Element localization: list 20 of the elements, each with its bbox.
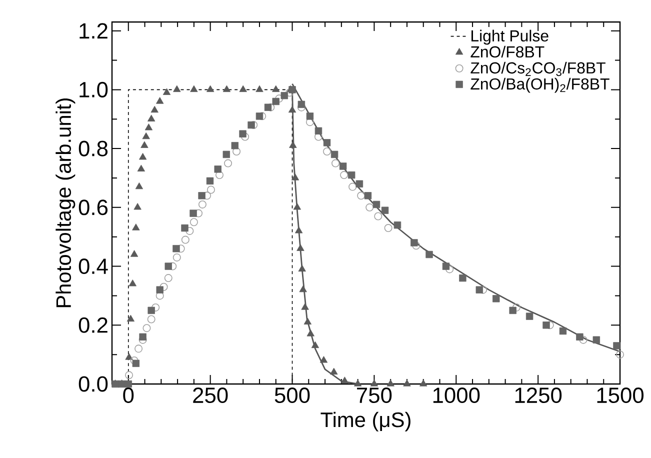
y-tick-label: 0.8 — [78, 140, 108, 156]
y-tick-label: 0.6 — [78, 200, 108, 216]
y-tick-label: 1.2 — [80, 23, 108, 38]
x-tick-label: 1250 — [515, 388, 562, 404]
y-tick-label: 0.0 — [78, 376, 108, 392]
x-tick-label: 500 — [274, 388, 310, 404]
y-axis-title: Photovoltage (arb.unit) — [56, 98, 76, 308]
x-tick-label: 1500 — [597, 388, 644, 404]
x-tick-label: 1000 — [433, 388, 480, 404]
y-tick-label: 0.2 — [78, 317, 108, 333]
legend-label: Light Pulse — [472, 30, 548, 45]
legend-label: ZnO/F8BT — [470, 46, 544, 58]
legend-label: ZnO/Ba(OH)$_{2}$/F8BT — [470, 78, 610, 93]
x-tick-label: 250 — [193, 388, 228, 404]
y-tick-label: 1.0 — [80, 82, 108, 98]
x-tick-label: 0 — [123, 388, 134, 404]
y-tick-label: 0.4 — [78, 258, 108, 274]
x-tick-label: 750 — [357, 388, 392, 404]
x-axis-title: Time (μS) — [320, 412, 410, 432]
legend-label: ZnO/Cs$_{2}$CO$_{3}$/F8BT — [470, 62, 606, 76]
